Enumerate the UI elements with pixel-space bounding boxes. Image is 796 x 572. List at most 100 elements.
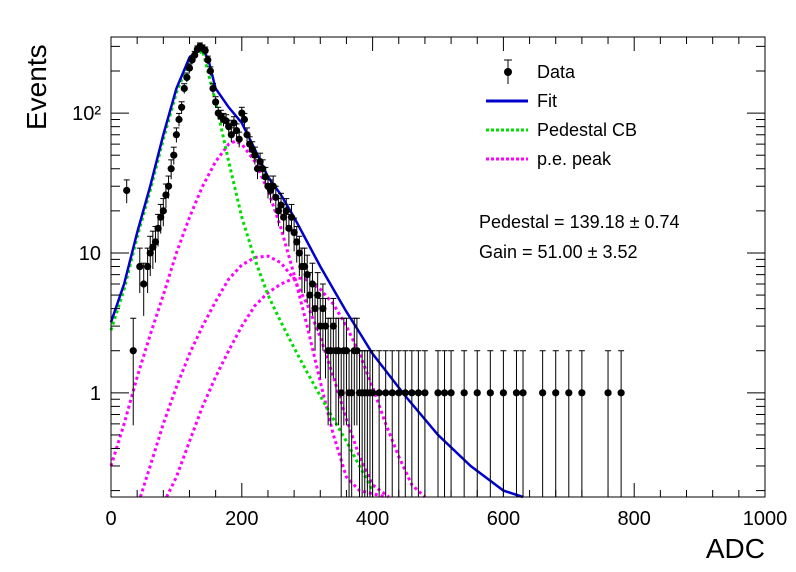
data-point xyxy=(183,73,191,81)
data-point xyxy=(159,207,167,215)
data-point xyxy=(232,126,241,135)
data-point xyxy=(123,186,131,195)
data-point xyxy=(280,213,288,221)
legend-marker-data xyxy=(504,68,512,76)
pedestal-annotation: Pedestal = 139.18 ± 0.74 xyxy=(479,212,680,232)
data-point xyxy=(565,389,573,397)
data-point xyxy=(251,151,259,159)
data-point xyxy=(388,389,396,397)
data-point xyxy=(269,182,277,190)
data-point xyxy=(552,389,560,397)
data-point xyxy=(287,213,296,221)
data-point xyxy=(314,291,322,299)
data-point xyxy=(136,262,144,271)
data-point xyxy=(164,182,173,190)
data-point xyxy=(222,117,230,125)
data-point xyxy=(172,131,180,139)
data-point xyxy=(440,389,449,397)
x-tick-label: 0 xyxy=(105,508,116,530)
data-point xyxy=(306,291,314,299)
x-tick-label: 200 xyxy=(225,508,258,530)
data-point xyxy=(178,103,186,111)
data-point xyxy=(348,389,356,397)
legend-label-pe: p.e. peak xyxy=(537,149,612,169)
data-point xyxy=(225,123,233,131)
data-point xyxy=(206,67,215,75)
data-point xyxy=(421,389,429,397)
data-point xyxy=(486,389,494,397)
data-point xyxy=(473,389,481,397)
data-point xyxy=(604,389,612,397)
data-point xyxy=(154,224,162,232)
data-point xyxy=(290,228,298,237)
data-point xyxy=(578,389,586,397)
data-point xyxy=(447,389,455,397)
data-point xyxy=(293,238,301,246)
data-point xyxy=(311,305,319,313)
data-point xyxy=(395,389,403,397)
data-point xyxy=(308,280,317,288)
legend-label-fit: Fit xyxy=(537,91,557,111)
data-point xyxy=(256,158,264,166)
data-point xyxy=(253,165,262,173)
data-point xyxy=(512,389,521,397)
legend: Data Fit Pedestal CB p.e. peak xyxy=(486,59,637,169)
data-point xyxy=(201,46,209,55)
y-tick-label: 10² xyxy=(72,103,101,125)
gain-annotation: Gain = 51.00 ± 3.52 xyxy=(479,242,638,262)
data-point xyxy=(329,322,337,330)
data-point xyxy=(617,389,625,397)
data-point xyxy=(460,389,468,397)
x-tick-label: 400 xyxy=(356,508,389,530)
data-point xyxy=(499,389,507,397)
x-axis-title: ADC xyxy=(706,533,765,564)
data-point xyxy=(243,131,251,139)
data-point xyxy=(382,389,390,397)
y-axis-title: Events xyxy=(21,44,52,130)
data-point xyxy=(327,347,335,355)
data-point xyxy=(185,64,194,72)
data-points xyxy=(123,42,625,397)
data-point xyxy=(337,389,345,397)
series-line-p-e-peak-2 xyxy=(138,254,390,499)
y-tick-label: 1 xyxy=(90,383,101,405)
data-point xyxy=(539,389,547,397)
data-point xyxy=(146,249,154,257)
data-point xyxy=(170,151,178,159)
data-point xyxy=(151,238,160,246)
data-point xyxy=(285,224,293,232)
data-point xyxy=(209,84,217,93)
data-point xyxy=(248,145,256,154)
data-point xyxy=(334,347,343,355)
data-point xyxy=(369,389,377,397)
data-point xyxy=(401,389,409,397)
data-point xyxy=(235,135,243,143)
x-axis-ticks: 0 200 400 600 800 1000 xyxy=(105,37,787,530)
data-point xyxy=(230,119,238,127)
data-point xyxy=(353,347,361,355)
x-tick-label: 600 xyxy=(487,508,520,530)
data-point xyxy=(272,193,280,201)
data-point xyxy=(519,389,527,397)
data-point xyxy=(180,84,188,93)
data-point xyxy=(129,347,137,355)
data-point xyxy=(342,347,351,355)
data-point xyxy=(259,165,267,173)
data-point xyxy=(191,51,199,59)
data-point xyxy=(274,207,283,215)
data-point xyxy=(282,207,290,215)
data-point xyxy=(295,249,303,257)
x-tick-label: 1000 xyxy=(743,508,788,530)
data-point xyxy=(434,389,442,397)
data-point xyxy=(140,280,148,288)
y-axis-ticks: 1 10 10² xyxy=(72,45,765,492)
data-point xyxy=(261,173,269,181)
data-point xyxy=(240,115,249,124)
data-point xyxy=(414,389,422,397)
data-point xyxy=(303,271,311,279)
y-tick-label: 10 xyxy=(79,243,101,265)
data-point xyxy=(167,165,175,173)
data-point xyxy=(316,322,324,330)
series-line-p-e-peak-1 xyxy=(109,139,387,499)
